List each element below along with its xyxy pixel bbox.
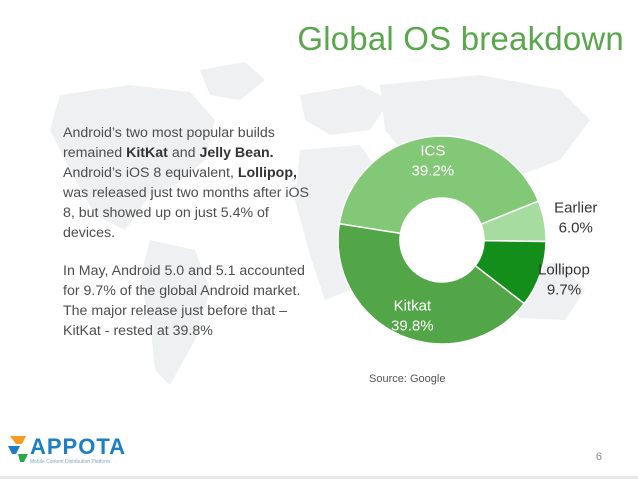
paragraph-builds: Android’s two most popular builds remain…	[63, 123, 313, 243]
lollipop-emphasis: Lollipop,	[237, 165, 297, 181]
paragraph-builds-text-1: Android’s two most popular builds remain…	[63, 125, 275, 161]
appota-logo-tagline: Mobile Content Distribution Platform	[30, 459, 111, 465]
kitkat-emphasis: KitKat	[126, 145, 168, 161]
paragraph-builds-text-2: and	[167, 145, 200, 161]
paragraph-builds-text-4: was released just two months after iOS 8…	[63, 185, 310, 241]
slice-kitkat	[337, 222, 526, 345]
slice-label-lollipop: Lollipop	[538, 261, 590, 278]
slice-value-lollipop: 9.7%	[547, 281, 581, 298]
slide-title: Global OS breakdown	[297, 20, 624, 57]
footer-divider	[0, 476, 638, 479]
slice-ics	[338, 135, 540, 235]
slice-label-kitkat: Kitkat	[394, 298, 432, 315]
slice-value-earlier: 6.0%	[559, 220, 593, 237]
paragraph-builds-text-3: Android’s iOS 8 equivalent,	[63, 165, 238, 181]
slice-value-ics: 39.2%	[412, 162, 455, 179]
chart-source: Source: Google	[369, 373, 446, 385]
page-number: 6	[595, 451, 602, 463]
slice-label-earlier: Earlier	[554, 200, 597, 217]
appota-logo: APPOTA Mobile Content Distribution Platf…	[6, 432, 146, 472]
appota-logo-text: APPOTA	[30, 434, 127, 459]
paragraph-market-share: In May, Android 5.0 and 5.1 accounted fo…	[63, 263, 305, 339]
appota-logo-icon	[8, 436, 28, 462]
jellybean-emphasis: Jelly Bean.	[199, 145, 274, 161]
slice-value-kitkat: 39.8%	[391, 318, 434, 335]
slice-label-ics: ICS	[420, 142, 445, 159]
